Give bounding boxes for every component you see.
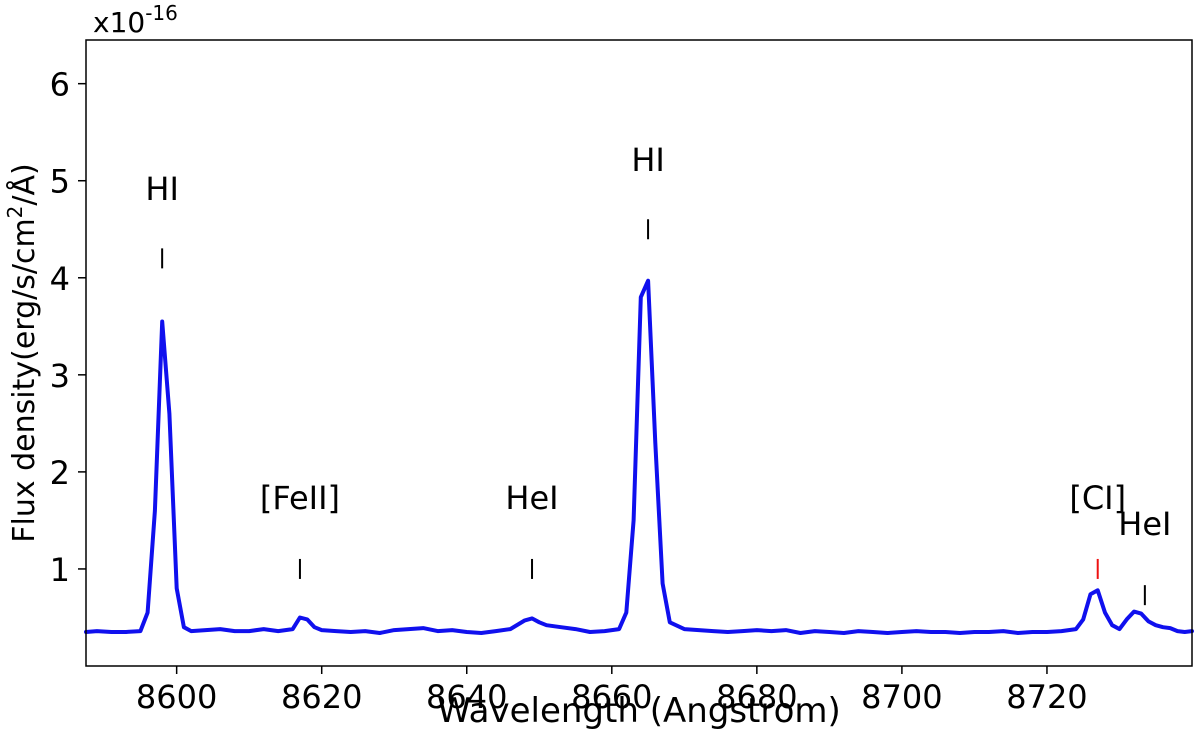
x-tick-label-0: 8600 [136,678,217,716]
y-tick-label-3: 4 [50,260,70,298]
y-axis-label-main: Flux density(erg/s/cm [7,218,42,542]
plot-frame [85,39,1193,667]
y-axis-label-tail: /Å) [6,163,42,205]
line-label-1: [FeII] [260,479,340,517]
x-tick-label-5: 8700 [861,678,942,716]
y-axis-label-sup: 2 [3,206,27,219]
x-tick-label-6: 8720 [1006,678,1087,716]
line-label-3: HI [631,141,665,179]
x-axis-label: Wavelength (Angstrom) [437,691,841,731]
line-label-4: [CI] [1069,479,1126,517]
y-offset-label: x10-16 [93,1,178,39]
spectrum-line-0 [84,278,1194,635]
y-tick-label-0: 1 [50,551,70,589]
y-axis-label: Flux density(erg/s/cm2/Å) [3,163,42,543]
y-tick-label-4: 5 [50,163,70,201]
x-tick-label-1: 8620 [281,678,362,716]
y-offset-exp: -16 [145,1,178,25]
x-tick-label-2: 8640 [426,678,507,716]
y-offset-base: x10 [93,6,145,39]
y-tick-label-2: 3 [50,357,70,395]
x-tick-label-3: 8660 [571,678,652,716]
line-label-0: HI [145,170,179,208]
x-tick-label-4: 8680 [716,678,797,716]
line-label-2: HeI [505,479,558,517]
axes-layer: 8600 8620 8640 8660 8680 8700 8720 1 2 3 4 5 6 [50,66,1088,716]
y-tick-label-1: 2 [50,454,70,492]
y-tick-label-5: 6 [50,66,70,104]
line-label-5: HeI [1118,505,1171,543]
series-layer [84,278,1194,635]
